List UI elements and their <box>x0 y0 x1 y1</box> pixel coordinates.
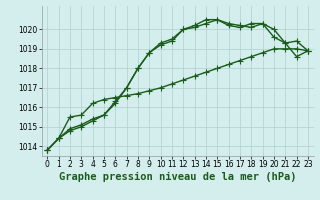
X-axis label: Graphe pression niveau de la mer (hPa): Graphe pression niveau de la mer (hPa) <box>59 172 296 182</box>
